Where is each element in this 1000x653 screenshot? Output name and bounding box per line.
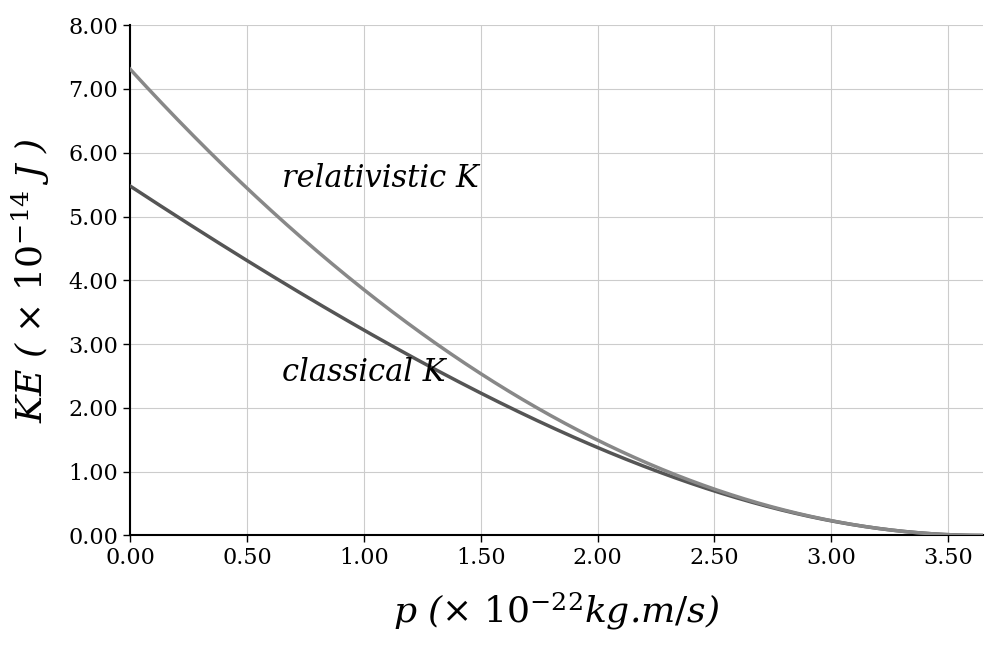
Text: relativistic K: relativistic K xyxy=(282,163,479,194)
X-axis label: $p$ ($\times$ $10^{-22}$$kg$.$m/s$): $p$ ($\times$ $10^{-22}$$kg$.$m/s$) xyxy=(393,590,720,632)
Y-axis label: $KE$ ( $\times$ $10^{-14}$ J ): $KE$ ( $\times$ $10^{-14}$ J ) xyxy=(9,138,52,423)
Text: classical K: classical K xyxy=(282,357,445,389)
